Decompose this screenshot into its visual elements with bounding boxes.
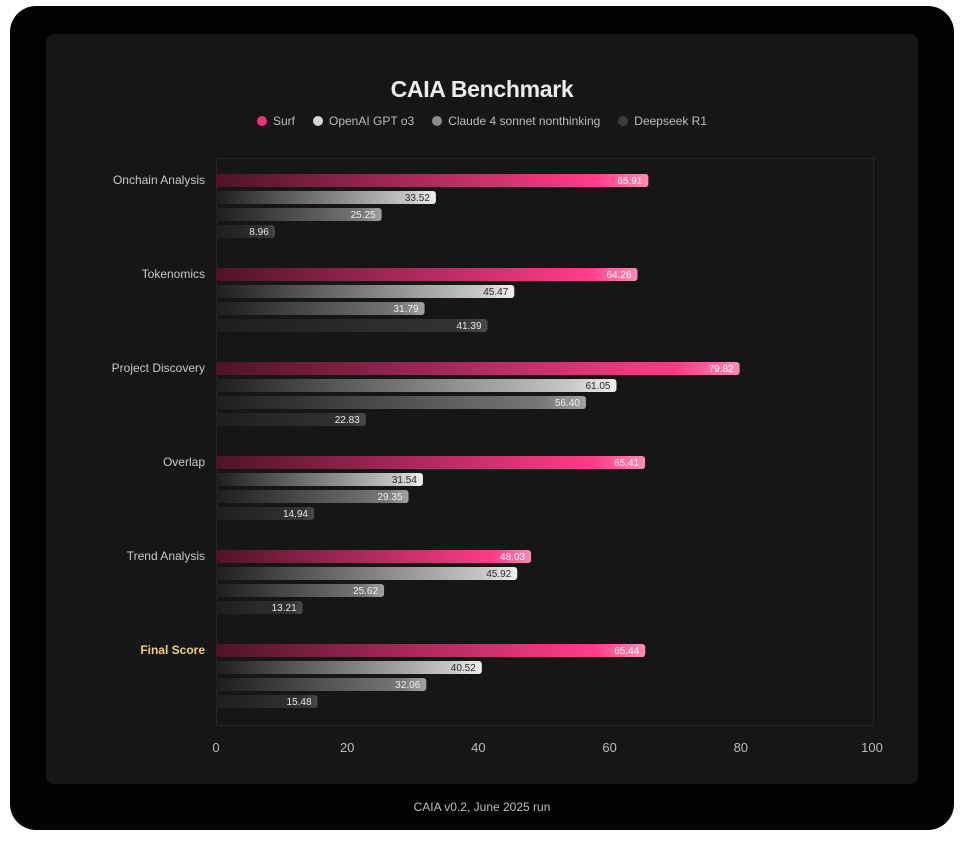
bar-chart: Onchain Analysis 65.91 33.52 25.25 8.96 Token… [112,173,883,755]
data-label-trend-analysis-surf: 48.03 [500,552,525,563]
bar-trend-analysis-claude-4-sonnet-nonthinking [216,584,385,597]
data-label-tokenomics-claude-4-sonnet-nonthinking: 31.79 [394,304,419,315]
bar-final-score-surf [216,644,646,657]
data-label-trend-analysis-openai-gpt-o3: 45.92 [486,569,511,580]
x-tick-60: 60 [602,740,616,755]
data-label-final-score-claude-4-sonnet-nonthinking: 32.06 [395,680,420,691]
bar-overlap-openai-gpt-o3 [216,473,423,486]
data-label-project-discovery-claude-4-sonnet-nonthinking: 56.40 [555,398,580,409]
x-tick-100: 100 [861,740,883,755]
data-label-project-discovery-deepseek-r1: 22.83 [335,415,360,426]
legend-label: Claude 4 sonnet nonthinking [448,114,601,128]
chart-legend: Surf OpenAI GPT o3 Claude 4 sonnet nonthin… [46,114,918,128]
data-label-onchain-analysis-claude-4-sonnet-nonthinking: 25.25 [351,210,376,221]
bar-overlap-claude-4-sonnet-nonthinking [216,490,409,503]
x-tick-40: 40 [471,740,485,755]
bar-tokenomics-deepseek-r1 [216,319,488,332]
x-tick-80: 80 [734,740,748,755]
category-label-trend-analysis: Trend Analysis [127,549,205,563]
category-label-final-score: Final Score [140,643,205,657]
legend-label: Deepseek R1 [634,114,708,128]
data-label-overlap-surf: 65.41 [614,458,639,469]
legend-item-deepseek-r1: Deepseek R1 [618,114,707,128]
data-label-tokenomics-surf: 64.26 [607,270,632,281]
bar-tokenomics-surf [216,268,638,281]
device-frame: CAIA Benchmark Surf OpenAI GPT o3 Claude 4… [10,6,954,830]
category-label-onchain-analysis: Onchain Analysis [113,173,205,187]
category-label-project-discovery: Project Discovery [112,361,205,375]
bar-onchain-analysis-deepseek-r1 [216,225,275,238]
bar-final-score-openai-gpt-o3 [216,661,482,674]
data-label-final-score-surf: 65.44 [614,646,639,657]
legend-item-surf: Surf [256,114,295,128]
data-label-onchain-analysis-deepseek-r1: 8.96 [249,227,269,238]
bar-onchain-analysis-openai-gpt-o3 [216,191,436,204]
bar-project-discovery-claude-4-sonnet-nonthinking [216,396,586,409]
chart-panel: CAIA Benchmark Surf OpenAI GPT o3 Claude 4… [46,34,918,784]
bar-trend-analysis-openai-gpt-o3 [216,567,518,580]
bar-overlap-surf [216,456,646,469]
bar-tokenomics-openai-gpt-o3 [216,285,515,298]
legend-swatch [618,116,629,126]
legend-item-openai-gpt-o3: OpenAI GPT o3 [313,114,414,128]
legend-swatch [313,116,323,126]
plot-area [216,158,874,726]
category-label-tokenomics: Tokenomics [142,267,205,281]
data-label-trend-analysis-deepseek-r1: 13.21 [272,603,297,614]
bar-onchain-analysis-surf [216,174,649,187]
data-label-project-discovery-surf: 79.82 [709,364,734,375]
data-label-final-score-openai-gpt-o3: 40.52 [451,663,476,674]
category-label-overlap: Overlap [163,455,205,469]
bar-tokenomics-claude-4-sonnet-nonthinking [216,302,425,315]
bar-trend-analysis-surf [216,550,532,563]
x-tick-0: 0 [212,740,219,755]
legend-swatch [256,116,267,126]
bar-trend-analysis-deepseek-r1 [216,601,303,614]
data-label-overlap-deepseek-r1: 14.94 [283,509,308,520]
data-label-tokenomics-deepseek-r1: 41.39 [456,321,481,332]
data-label-onchain-analysis-surf: 65.91 [617,176,642,187]
legend-label: OpenAI GPT o3 [329,114,415,128]
data-label-final-score-deepseek-r1: 15.48 [287,697,312,708]
bar-project-discovery-surf [216,362,740,375]
legend-swatch [432,116,443,126]
footer-caption: CAIA v0.2, June 2025 run [413,800,551,814]
data-label-onchain-analysis-openai-gpt-o3: 33.52 [405,193,430,204]
bar-final-score-claude-4-sonnet-nonthinking [216,678,427,691]
chart-title: CAIA Benchmark [390,76,574,102]
data-label-project-discovery-openai-gpt-o3: 61.05 [585,381,610,392]
bar-project-discovery-openai-gpt-o3 [216,379,617,392]
data-label-overlap-claude-4-sonnet-nonthinking: 29.35 [378,492,403,503]
bar-project-discovery-deepseek-r1 [216,413,366,426]
x-tick-20: 20 [340,740,354,755]
bar-onchain-analysis-claude-4-sonnet-nonthinking [216,208,382,221]
bar-overlap-deepseek-r1 [216,507,315,520]
data-label-trend-analysis-claude-4-sonnet-nonthinking: 25.62 [353,586,378,597]
legend-label: Surf [272,114,295,128]
bar-final-score-deepseek-r1 [216,695,318,708]
data-label-tokenomics-openai-gpt-o3: 45.47 [483,287,508,298]
legend-item-claude-4-sonnet-nonthinking: Claude 4 sonnet nonthinking [432,114,600,128]
data-label-overlap-openai-gpt-o3: 31.54 [392,475,417,486]
